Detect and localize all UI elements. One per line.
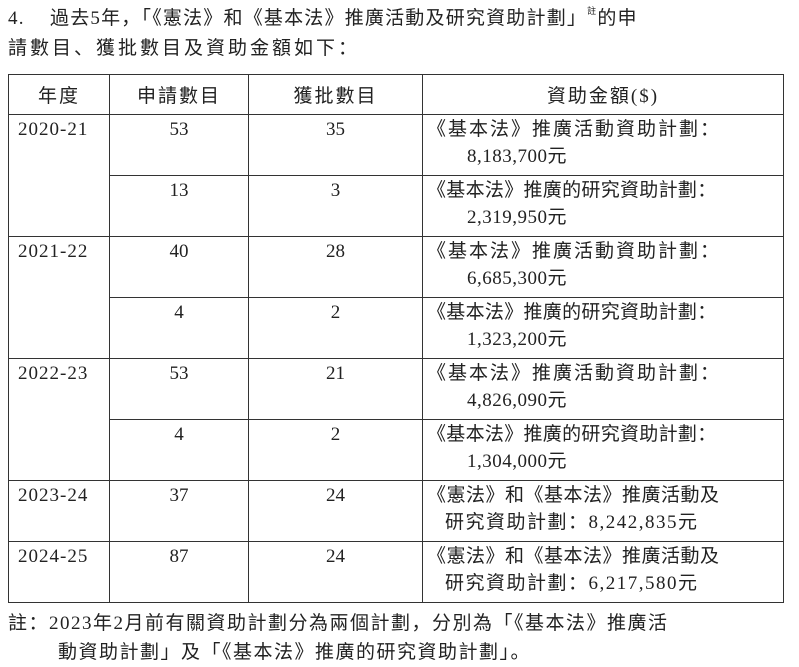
funding-cell: 《基本法》推廣的研究資助計劃： 1,304,000元 (422, 419, 784, 481)
funding-amount: 研究資助計劃：8,242,835元 (445, 512, 699, 533)
header-row: 年度 申請數目 獲批數目 資助金額($) (8, 74, 784, 115)
table-row: 4 2 《基本法》推廣的研究資助計劃： 1,304,000元 (9, 419, 784, 481)
funding-cell: 《基本法》推廣的研究資助計劃： 1,323,200元 (422, 297, 784, 359)
funding-cell: 《基本法》推廣活動資助計劃： 4,826,090元 (422, 358, 784, 420)
year-cell: 2022-23 (8, 358, 110, 481)
column-header: 獲批數目 (248, 74, 423, 115)
year-cell: 2023-24 (8, 480, 110, 542)
applications-cell: 87 (109, 541, 249, 603)
funding-amount: 1,323,200元 (467, 329, 568, 350)
year-cell: 2020-21 (8, 114, 110, 237)
applications-cell: 40 (109, 236, 249, 298)
applications-cell: 4 (109, 297, 249, 359)
funding-table: 年度 申請數目 獲批數目 資助金額($) 2020-21 53 35 《基本法》推廣活動資助… (8, 74, 784, 603)
table-row: 13 3 《基本法》推廣的研究資助計劃： 2,319,950元 (9, 175, 784, 237)
funding-cell: 《憲法》和《基本法》推廣活動及 研究資助計劃：6,217,580元 (422, 541, 784, 603)
approved-cell: 21 (248, 358, 423, 420)
approved-cell: 24 (248, 541, 423, 603)
funding-scheme: 《基本法》推廣的研究資助計劃： (427, 302, 717, 323)
intro-text-line2: 請數目、獲批數目及資助金額如下： (8, 38, 361, 59)
funding-scheme: 《憲法》和《基本法》推廣活動及 (427, 485, 720, 506)
column-header: 年度 (8, 74, 110, 115)
funding-cell: 《基本法》推廣活動資助計劃： 8,183,700元 (422, 114, 784, 176)
funding-amount: 2,319,950元 (467, 207, 568, 228)
funding-scheme: 《基本法》推廣活動資助計劃： (427, 363, 722, 384)
funding-scheme: 《基本法》推廣的研究資助計劃： (427, 180, 717, 201)
table-row: 2022-23 53 21 《基本法》推廣活動資助計劃： 4,826,090元 (8, 358, 784, 481)
approved-cell: 35 (248, 114, 423, 176)
funding-cell: 《基本法》推廣活動資助計劃： 6,685,300元 (422, 236, 784, 298)
table-row: 4 2 《基本法》推廣的研究資助計劃： 1,323,200元 (9, 297, 784, 359)
funding-scheme: 《基本法》推廣活動資助計劃： (427, 241, 722, 262)
funding-amount: 4,826,090元 (467, 390, 568, 411)
funding-cell: 《基本法》推廣的研究資助計劃： 2,319,950元 (422, 175, 784, 237)
applications-cell: 13 (109, 175, 249, 237)
table-row: 2024-25 87 24 《憲法》和《基本法》推廣活動及 研究資助計劃：6,217,5… (8, 541, 784, 603)
funding-scheme: 《基本法》推廣活動資助計劃： (427, 119, 722, 140)
applications-cell: 4 (109, 419, 249, 481)
table-row: 2021-22 40 28 《基本法》推廣活動資助計劃： 6,685,300元 (8, 236, 784, 359)
year-cell: 2021-22 (8, 236, 110, 359)
funding-amount: 8,183,700元 (467, 146, 568, 167)
item-number: 4. (8, 8, 25, 29)
funding-cell: 《憲法》和《基本法》推廣活動及 研究資助計劃：8,242,835元 (422, 480, 784, 542)
year-cell: 2024-25 (8, 541, 110, 603)
intro-text: 過去5年，「《憲法》和《基本法》推廣活動及研究資助計劃」 (50, 8, 588, 29)
applications-cell: 37 (109, 480, 249, 542)
footnote-line1: 註：2023年2月前有關資助計劃分為兩個計劃，分別為「《基本法》推廣活 (8, 613, 669, 634)
table-row: 2020-21 53 35 《基本法》推廣活動資助計劃： 8,183,700元 (8, 114, 784, 237)
approved-cell: 24 (248, 480, 423, 542)
footnote-line2: 動資助計劃」及「《基本法》推廣的研究資助計劃」。 (58, 642, 532, 663)
funding-scheme: 《基本法》推廣的研究資助計劃： (427, 424, 717, 445)
funding-amount: 研究資助計劃：6,217,580元 (445, 573, 699, 594)
funding-scheme: 《憲法》和《基本法》推廣活動及 (427, 546, 720, 567)
footnote: 註：2023年2月前有關資助計劃分為兩個計劃，分別為「《基本法》推廣活 動資助計… (8, 609, 788, 667)
applications-cell: 53 (109, 358, 249, 420)
column-header: 資助金額($) (422, 74, 784, 115)
approved-cell: 2 (248, 297, 423, 359)
intro-paragraph: 4. 過去5年，「《憲法》和《基本法》推廣活動及研究資助計劃」註的申 請數目、獲批… (8, 4, 788, 64)
table-row: 2023-24 37 24 《憲法》和《基本法》推廣活動及 研究資助計劃：8,242,8… (8, 480, 784, 542)
approved-cell: 3 (248, 175, 423, 237)
funding-amount: 6,685,300元 (467, 268, 568, 289)
approved-cell: 28 (248, 236, 423, 298)
approved-cell: 2 (248, 419, 423, 481)
funding-amount: 1,304,000元 (467, 451, 568, 472)
column-header: 申請數目 (109, 74, 249, 115)
applications-cell: 53 (109, 114, 249, 176)
note-mark: 註 (587, 6, 598, 16)
intro-text-end: 的申 (597, 8, 638, 29)
